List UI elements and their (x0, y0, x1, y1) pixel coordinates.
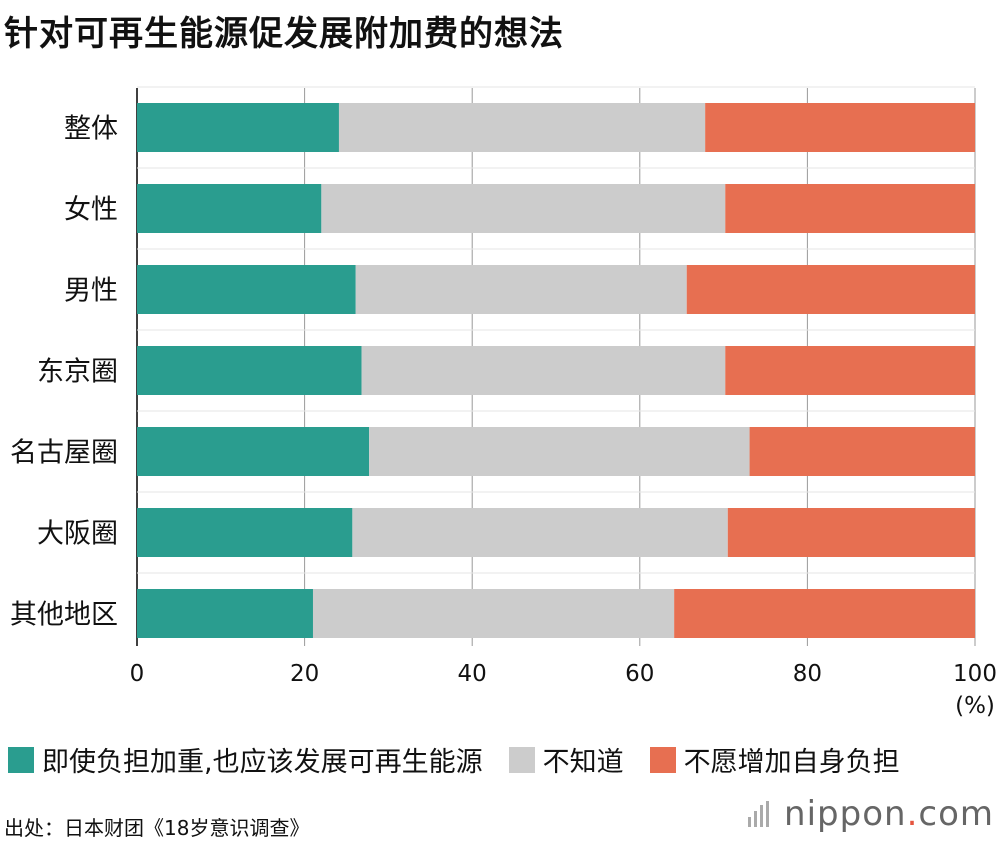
x-tick-label: 60 (625, 661, 654, 687)
legend-label-unknown: 不知道 (542, 747, 624, 778)
bar-segment-oppose (725, 346, 975, 395)
legend-item-unknown: 不知道 (508, 740, 624, 779)
bar-segment-unknown (321, 184, 726, 233)
nippon-logo: nippon. com (748, 794, 994, 834)
category-label: 女性 (64, 195, 118, 226)
bar-segment-oppose (727, 508, 975, 557)
bar-segment-oppose (705, 103, 975, 152)
legend-swatch-oppose (649, 746, 676, 773)
x-tick-label: 0 (130, 661, 145, 687)
category-label: 东京圈 (37, 357, 118, 388)
bar-segment-oppose (686, 265, 975, 314)
category-label: 名古屋圈 (10, 438, 118, 469)
source-note: 出处：日本财团《18岁意识调查》 (4, 816, 310, 840)
chart-title: 针对可再生能源促发展附加费的想法 (4, 14, 564, 54)
bar-segment-support (137, 589, 313, 638)
bar-segment-oppose (674, 589, 975, 638)
logo-name: nippon (784, 794, 907, 834)
category-label: 其他地区 (10, 600, 118, 631)
logo-suffix: com (918, 794, 994, 834)
bar-segment-support (137, 184, 322, 233)
bar-segment-oppose (749, 427, 975, 476)
bar-segment-unknown (352, 508, 728, 557)
bar-segment-unknown (338, 103, 706, 152)
bar-segment-support (137, 508, 353, 557)
bar-segment-support (137, 103, 339, 152)
legend-item-oppose: 不愿增加自身负担 (649, 740, 900, 779)
bar-segment-unknown (312, 589, 675, 638)
x-tick-label: 20 (290, 661, 319, 687)
x-tick-label: 80 (793, 661, 822, 687)
bar-segment-unknown (361, 346, 726, 395)
legend-label-oppose: 不愿增加自身负担 (683, 747, 900, 778)
legend-item-support: 即使负担加重,也应该发展可再生能源 (8, 740, 483, 779)
x-unit-label: (%) (955, 693, 995, 719)
bar-segment-support (137, 427, 370, 476)
logo-mark-icon (748, 801, 772, 827)
legend-swatch-unknown (508, 746, 535, 773)
bar-segment-oppose (725, 184, 975, 233)
category-label: 整体 (64, 114, 118, 145)
category-label: 男性 (64, 276, 118, 307)
bar-segment-support (137, 346, 362, 395)
bar-segment-unknown (369, 427, 750, 476)
legend-swatch-support (8, 746, 34, 773)
legend-label-support: 即使负担加重,也应该发展可再生能源 (42, 747, 483, 778)
x-tick-label: 40 (458, 661, 487, 687)
bar-segment-unknown (355, 265, 687, 314)
legend: 即使负担加重,也应该发展可再生能源 不知道 不愿增加自身负担 (8, 740, 926, 779)
bar-segment-support (137, 265, 356, 314)
category-label: 大阪圈 (37, 519, 118, 550)
logo-dot: . (906, 794, 919, 834)
x-tick-label: 100 (953, 661, 997, 687)
